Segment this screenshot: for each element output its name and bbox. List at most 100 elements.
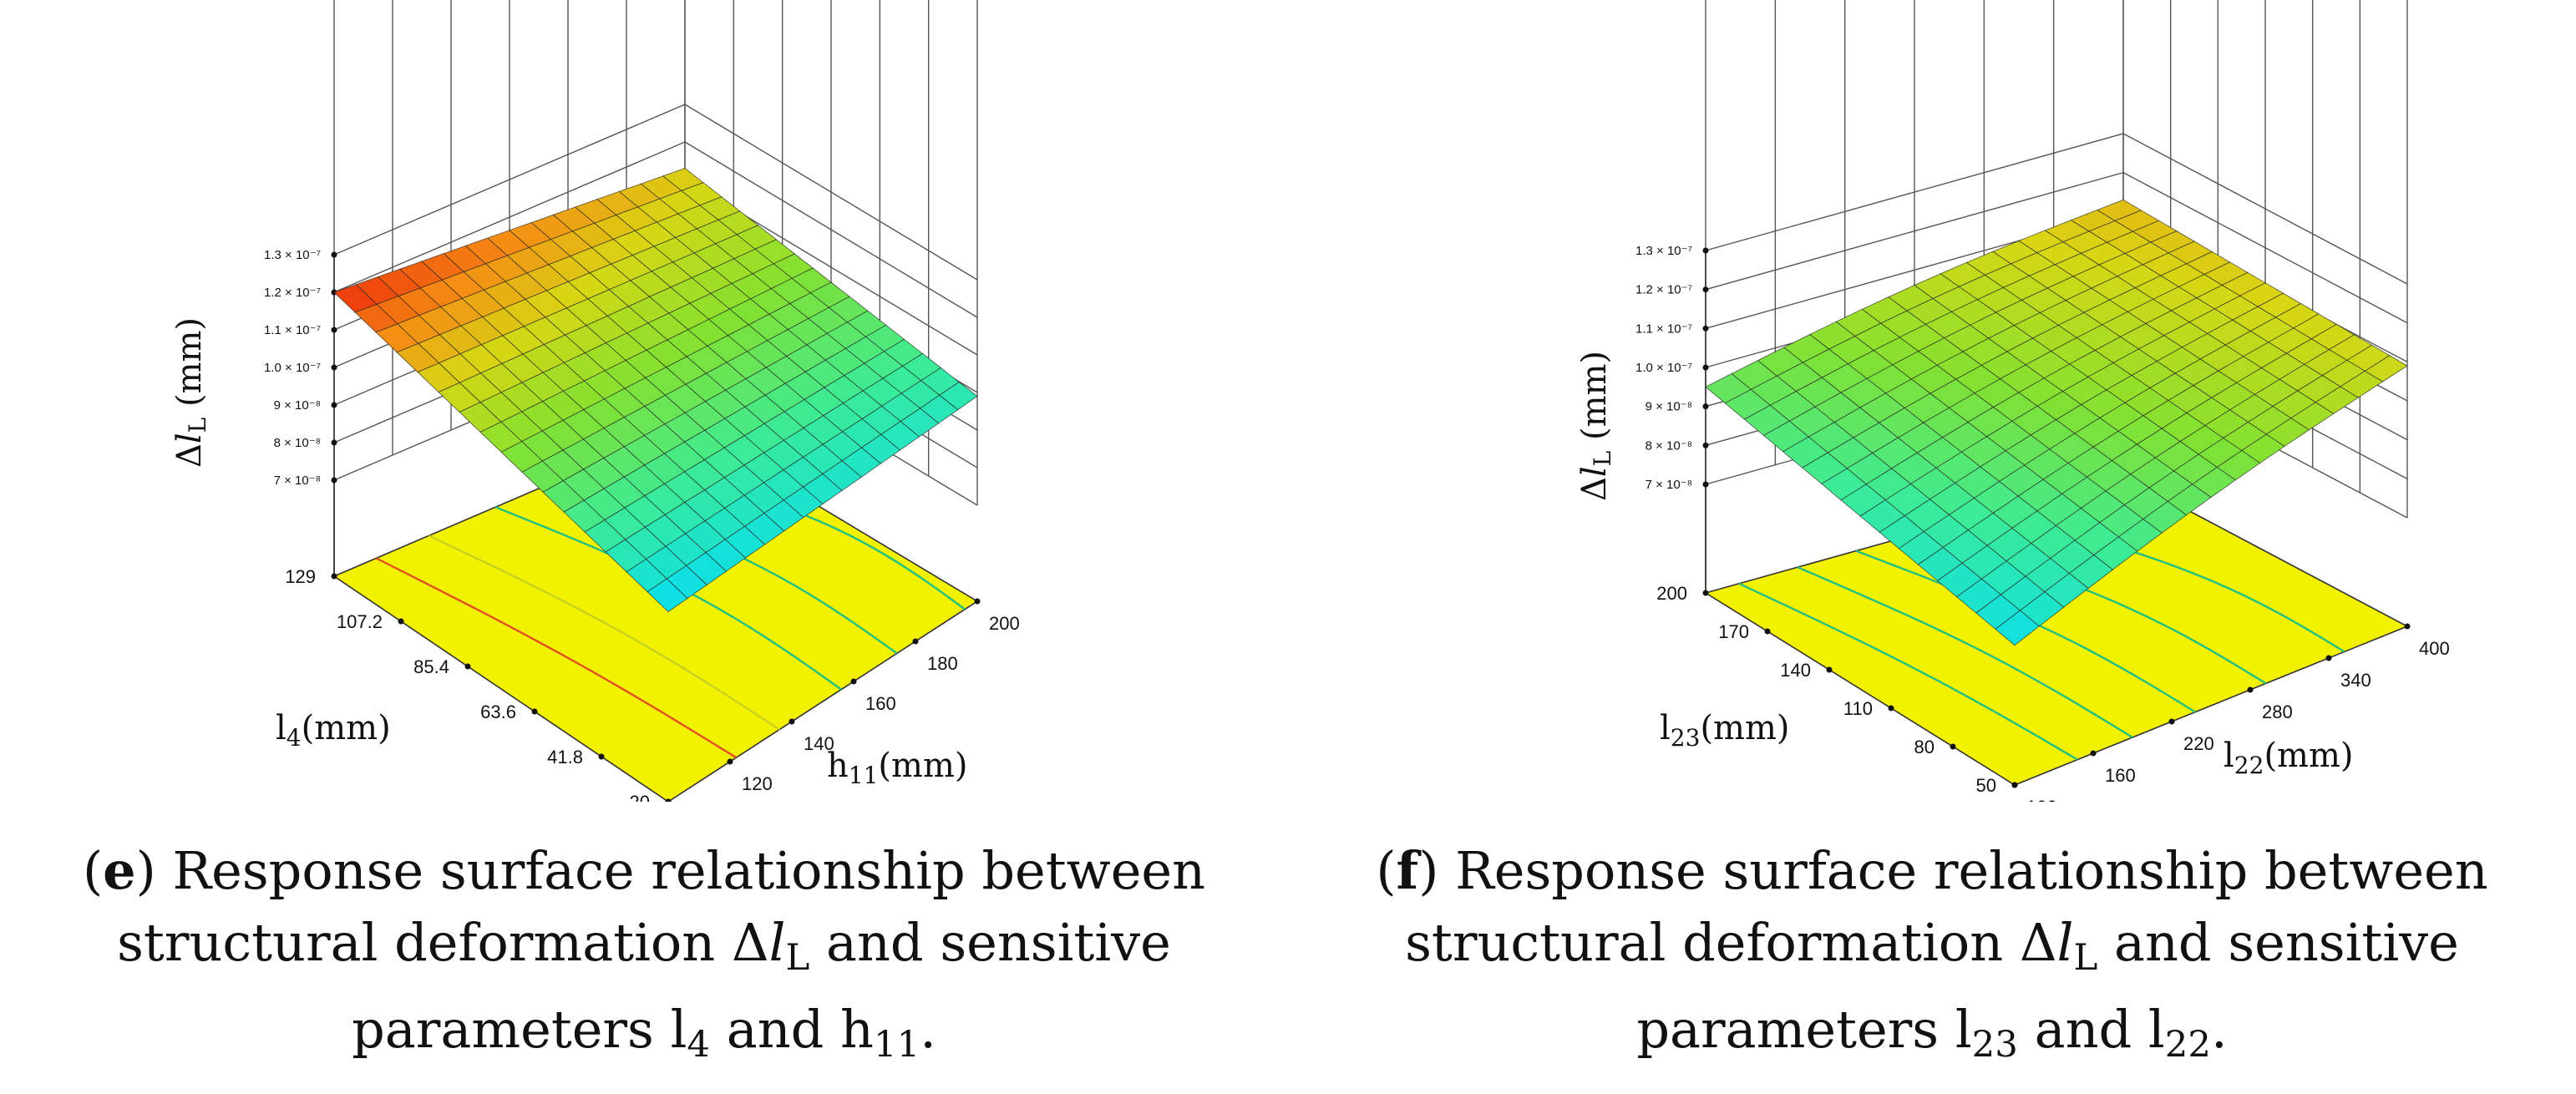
caption-line2-b: and sensitive [809,912,1171,973]
x-tick-dot [2090,750,2097,757]
z-ticks: 7 × 10⁻⁸ 8 × 10⁻⁸ 9 × 10⁻⁸ 1.0 × 10⁻⁷ 1.1 × … [264,248,337,488]
caption-line3-c: . [2210,998,2228,1060]
caption-line3-b: and h [710,998,874,1060]
x-tick-dot [2168,718,2175,725]
response-surface [1705,199,2408,646]
caption-line3-a: parameters l [1636,998,1972,1060]
z-tick-dot [1702,247,1709,254]
panel-e: 7 × 10⁻⁸ 8 × 10⁻⁸ 9 × 10⁻⁸ 1.0 × 10⁻⁷ 1.1 × … [82,0,1206,1066]
y-tick-label: 200 [1656,583,1687,604]
y-tick-dot [2011,782,2018,788]
x-tick-label: 340 [2340,670,2371,691]
y-tick-dot [1950,743,1956,750]
caption-line1: ) Response surface relationship between [1418,840,2488,901]
y-tick-label: 107.2 [337,611,383,632]
z-tick-label: 9 × 10⁻⁸ [274,398,321,413]
y-tick-dot [531,708,538,715]
z-tick-label: 1.2 × 10⁻⁷ [264,286,321,300]
y-tick-dot [464,663,471,670]
z-tick-label: 1.0 × 10⁻⁷ [1635,361,1692,375]
z-tick-label: 1.3 × 10⁻⁷ [264,248,321,262]
y-tick-label: 20 [630,792,650,802]
y-tick-dot [665,798,672,802]
x-axis-label: h11(mm) [827,747,967,789]
z-tick-label: 7 × 10⁻⁸ [1645,478,1692,492]
axis-labels: ΔlL (mm) l22(mm) l23(mm) [1575,351,2354,779]
contour-line [1855,550,2196,713]
caption-line2-b: and sensitive [2097,912,2459,973]
caption-line3-sub1: 23 [1971,1023,2018,1066]
y-tick-dot [331,573,337,580]
wall-grid-hline [684,141,978,318]
y-tick-dot [598,753,605,760]
x-tick-dot [974,598,981,605]
z-tick-label: 8 × 10⁻⁸ [1645,438,1692,453]
contour-floor [332,425,979,802]
surface-cell [662,168,704,191]
caption-line3-sub1: 4 [687,1023,711,1066]
z-tick-dot [1702,403,1709,410]
z-tick-dot [1702,286,1709,293]
z-tick-label: 1.2 × 10⁻⁷ [1635,283,1692,297]
caption-line3-c: . [920,998,936,1060]
x-tick-dot [912,638,919,645]
y-tick-dot [1888,705,1894,712]
wall-grid-hline [2122,172,2408,324]
wall-grid-hline [333,104,686,256]
x-tick-label: 400 [2419,638,2450,659]
y-tick-dot [398,618,404,625]
z-tick-dot [331,327,337,333]
wall-grid-hline [1705,133,2124,251]
contour-line [1797,566,2133,739]
x-ticks: 100 160 220 280 340 400 [2011,623,2450,802]
y-tick-dot [1764,628,1771,635]
x-tick-label: 280 [2262,701,2293,722]
x-tick-label: 160 [865,693,896,714]
surface-cell [2096,199,2142,221]
z-tick-label: 1.3 × 10⁻⁷ [1635,244,1692,258]
y-ticks: 20 41.8 63.6 85.4 107.2 129 [285,566,672,802]
y-tick-label: 80 [1914,737,1935,757]
z-tick-dot [1702,364,1709,371]
caption-line2-a: structural deformation Δ [117,912,769,973]
x-tick-dot [2247,686,2254,693]
x-tick-dot [727,758,733,765]
x-axis-label: l22(mm) [2224,737,2354,779]
z-tick-dot [331,477,337,484]
y-tick-dot [1826,666,1833,673]
caption-line2-sub: L [785,936,810,979]
caption-e: (e) Response surface relationship betwee… [82,840,1206,1066]
x-tick-label: 220 [2183,733,2214,754]
y-ticks: 50 80 110 140 170 200 [1656,583,2018,796]
x-tick-label: 140 [804,733,834,754]
y-tick-label: 170 [1718,621,1749,642]
caption-f: (f) Response surface relationship betwee… [1376,840,2488,1066]
caption-line2-l: l [768,912,786,973]
x-tick-label: 120 [742,773,773,794]
z-tick-dot [1702,325,1709,332]
z-tick-dot [331,402,337,408]
wall-grid-hline [684,104,978,281]
z-tick-dot [331,439,337,446]
wall-grid-hline [1705,171,2124,291]
caption-line2-sub: L [2073,936,2098,979]
y-tick-label: 63.6 [480,701,516,722]
response-surface [333,168,978,613]
y-axis-label: l23(mm) [1660,709,1790,752]
z-tick-dot [1702,442,1709,448]
contour-line [428,534,780,731]
y-tick-dot [1702,590,1709,596]
y-tick-label: 50 [1976,775,1996,796]
caption-letter: f [1396,840,1419,901]
caption-line2-l: l [2056,912,2074,973]
x-tick-label: 180 [927,653,958,674]
z-tick-label: 1.1 × 10⁻⁷ [1635,322,1692,336]
z-tick-label: 8 × 10⁻⁸ [274,436,321,450]
x-ticks: 100120140160180200 [665,598,1020,802]
wall-grid-hline [2122,133,2408,285]
z-axis-label: ΔlL (mm) [1575,351,1616,501]
z-tick-label: 1.1 × 10⁻⁷ [264,323,321,337]
x-tick-label: 100 [2026,797,2057,802]
z-axis-label: ΔlL (mm) [170,317,211,468]
x-tick-dot [2325,655,2332,661]
